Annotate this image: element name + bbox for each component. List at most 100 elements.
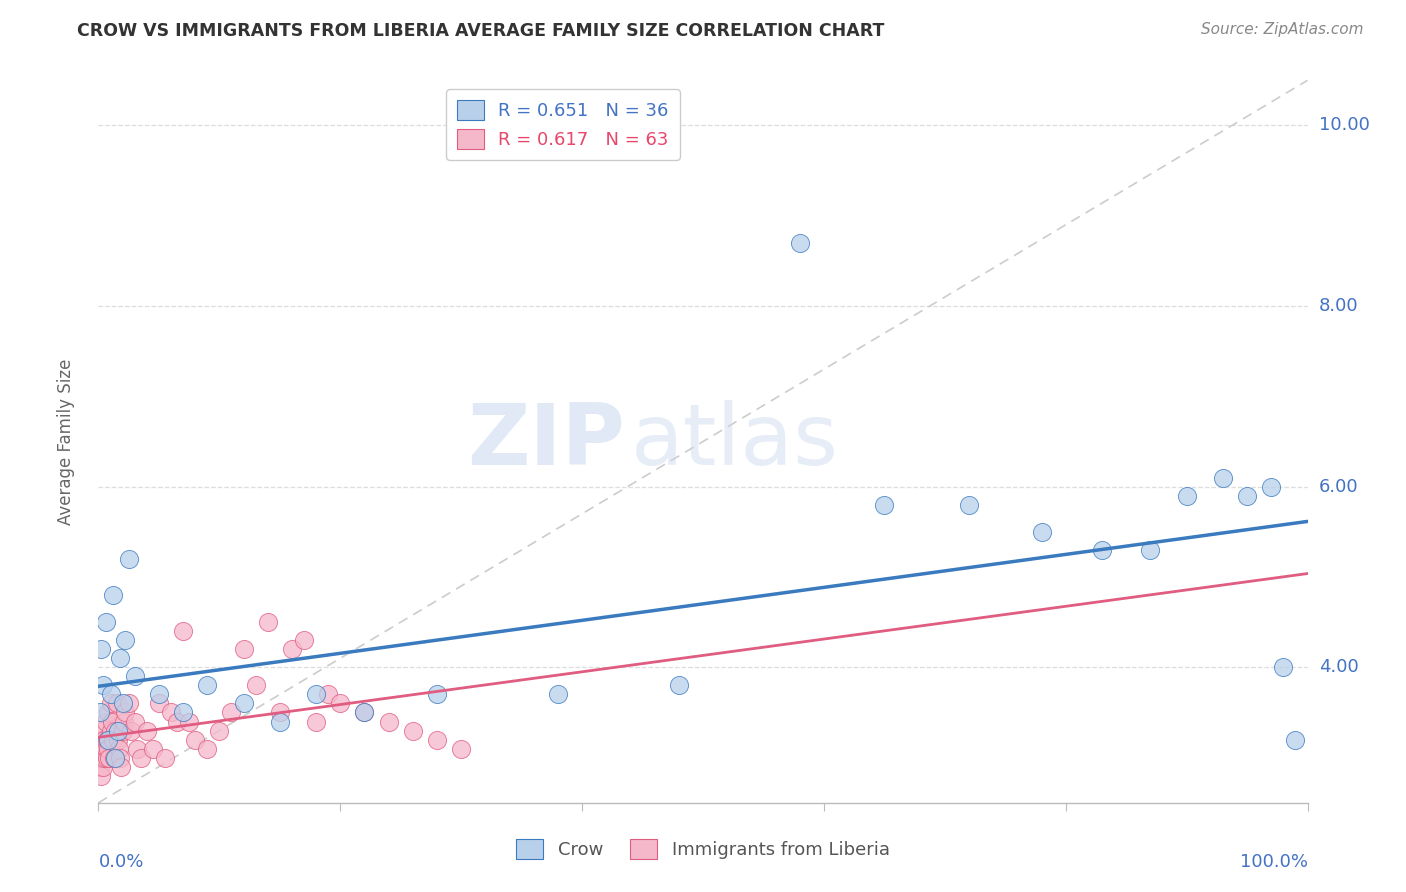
Point <box>256 615 278 630</box>
Point <box>118 697 141 711</box>
Point <box>221 706 243 720</box>
Y-axis label: Average Family Size: Average Family Size <box>56 359 75 524</box>
Point <box>100 687 122 701</box>
Point <box>1091 542 1114 557</box>
Point <box>100 697 122 711</box>
Text: 4.00: 4.00 <box>1319 658 1358 676</box>
Point <box>101 732 124 747</box>
Point <box>112 714 135 729</box>
Point <box>1031 524 1053 539</box>
Point <box>96 750 118 764</box>
Point <box>101 588 124 602</box>
Point <box>108 651 131 665</box>
Point <box>377 714 399 729</box>
Point <box>118 552 141 566</box>
Point <box>91 723 114 738</box>
Point <box>195 678 218 692</box>
Point <box>153 750 176 764</box>
Point <box>97 741 120 756</box>
Point <box>124 714 146 729</box>
Text: 8.00: 8.00 <box>1319 297 1358 315</box>
Point <box>91 760 114 774</box>
Point <box>1260 480 1282 494</box>
Point <box>89 750 111 764</box>
Point <box>114 633 136 648</box>
Point <box>89 706 111 720</box>
Point <box>172 624 194 639</box>
Point <box>184 732 207 747</box>
Point <box>98 750 121 764</box>
Point <box>114 706 136 720</box>
Point <box>93 750 115 764</box>
Point <box>111 723 134 738</box>
Point <box>232 697 254 711</box>
Point <box>172 706 194 720</box>
Point <box>353 706 375 720</box>
Point <box>100 723 122 738</box>
Point <box>160 706 183 720</box>
Point <box>195 741 218 756</box>
Point <box>353 706 375 720</box>
Point <box>269 714 291 729</box>
Point <box>1212 471 1234 485</box>
Point <box>127 741 149 756</box>
Point <box>107 723 129 738</box>
Point <box>166 714 188 729</box>
Point <box>107 732 129 747</box>
Point <box>91 678 114 692</box>
Point <box>89 741 111 756</box>
Point <box>108 750 131 764</box>
Point <box>124 669 146 683</box>
Point <box>100 714 122 729</box>
Point <box>179 714 201 729</box>
Text: CROW VS IMMIGRANTS FROM LIBERIA AVERAGE FAMILY SIZE CORRELATION CHART: CROW VS IMMIGRANTS FROM LIBERIA AVERAGE … <box>77 22 884 40</box>
Text: 6.00: 6.00 <box>1319 478 1358 496</box>
Point <box>1236 489 1258 503</box>
Point <box>1139 542 1161 557</box>
Point <box>269 706 291 720</box>
Point <box>90 769 112 783</box>
Point <box>402 723 425 738</box>
Point <box>94 615 117 630</box>
Point <box>108 741 131 756</box>
Point <box>873 498 896 512</box>
Point <box>1175 489 1198 503</box>
Point <box>97 706 120 720</box>
Text: 10.00: 10.00 <box>1319 117 1369 135</box>
Point <box>450 741 472 756</box>
Point <box>148 697 170 711</box>
Point <box>148 687 170 701</box>
Point <box>789 235 811 250</box>
Point <box>91 741 114 756</box>
Point <box>208 723 231 738</box>
Point <box>281 642 304 657</box>
Point <box>103 750 125 764</box>
Legend: Crow, Immigrants from Liberia: Crow, Immigrants from Liberia <box>509 831 897 866</box>
Point <box>90 732 112 747</box>
Point <box>97 732 120 747</box>
Text: 0.0%: 0.0% <box>98 854 143 871</box>
Point <box>142 741 165 756</box>
Text: ZIP: ZIP <box>467 400 624 483</box>
Point <box>316 687 339 701</box>
Point <box>93 732 115 747</box>
Point <box>104 750 127 764</box>
Point <box>96 732 118 747</box>
Point <box>305 687 328 701</box>
Point <box>94 714 117 729</box>
Point <box>1272 660 1295 674</box>
Point <box>89 760 111 774</box>
Point <box>305 714 328 729</box>
Point <box>426 687 449 701</box>
Point <box>329 697 352 711</box>
Point <box>547 687 569 701</box>
Point <box>135 723 157 738</box>
Point <box>129 750 152 764</box>
Text: atlas: atlas <box>630 400 838 483</box>
Point <box>426 732 449 747</box>
Point <box>232 642 254 657</box>
Point <box>94 741 117 756</box>
Point <box>91 750 114 764</box>
Point <box>104 723 127 738</box>
Text: 100.0%: 100.0% <box>1240 854 1308 871</box>
